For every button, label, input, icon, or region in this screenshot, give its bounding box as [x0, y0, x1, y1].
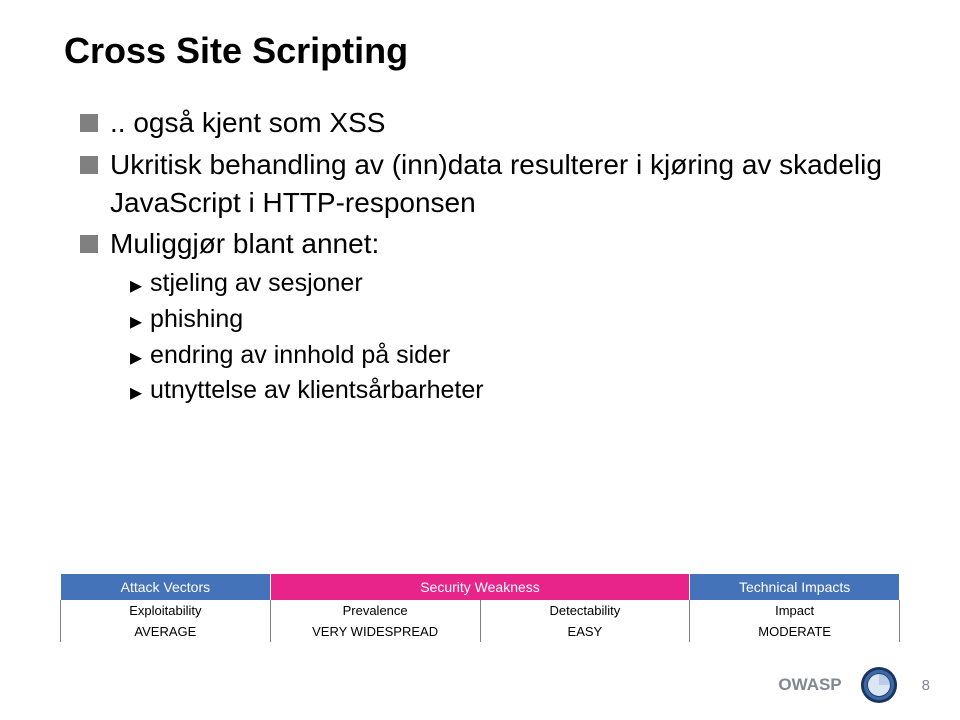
sub-bullet-text: phishing — [150, 303, 243, 337]
table-row: AVERAGE VERY WIDESPREAD EASY MODERATE — [61, 621, 900, 642]
bullet-item: .. også kjent som XSS — [80, 104, 910, 142]
cell-label: Prevalence — [270, 600, 480, 621]
cell-value: MODERATE — [690, 621, 900, 642]
cell-label: Detectability — [480, 600, 690, 621]
cell-value: AVERAGE — [61, 621, 271, 642]
arrow-bullet-icon: ▸ — [130, 378, 142, 407]
sub-bullet-text: endring av innhold på sider — [150, 339, 450, 373]
square-bullet-icon — [80, 156, 98, 174]
bullet-text: Muliggjør blant annet: — [110, 225, 379, 263]
owasp-logo-icon — [860, 666, 898, 704]
bullet-text: .. også kjent som XSS — [110, 104, 385, 142]
footer-brand: OWASP — [778, 675, 841, 695]
sub-bullet-text: utnyttelse av klientsårbarheter — [150, 374, 484, 408]
bullet-item: Muliggjør blant annet: — [80, 225, 910, 263]
bullet-text: Ukritisk behandling av (inn)data resulte… — [110, 146, 910, 222]
sub-bullet-item: ▸ phishing — [130, 303, 910, 337]
square-bullet-icon — [80, 235, 98, 253]
cell-label: Impact — [690, 600, 900, 621]
square-bullet-icon — [80, 114, 98, 132]
header-security-weakness: Security Weakness — [270, 574, 690, 600]
cell-label: Exploitability — [61, 600, 271, 621]
table-row: Exploitability Prevalence Detectability … — [61, 600, 900, 621]
arrow-bullet-icon: ▸ — [130, 343, 142, 372]
sub-bullet-item: ▸ stjeling av sesjoner — [130, 267, 910, 301]
bullet-item: Ukritisk behandling av (inn)data resulte… — [80, 146, 910, 222]
table-header-row: Attack Vectors Security Weakness Technic… — [61, 574, 900, 600]
cell-value: VERY WIDESPREAD — [270, 621, 480, 642]
cell-value: EASY — [480, 621, 690, 642]
sub-bullet-text: stjeling av sesjoner — [150, 267, 363, 301]
header-attack-vectors: Attack Vectors — [61, 574, 271, 600]
slide-title: Cross Site Scripting — [64, 30, 910, 72]
arrow-bullet-icon: ▸ — [130, 307, 142, 336]
arrow-bullet-icon: ▸ — [130, 271, 142, 300]
sub-bullet-item: ▸ utnyttelse av klientsårbarheter — [130, 374, 910, 408]
sub-bullet-item: ▸ endring av innhold på sider — [130, 339, 910, 373]
page-number: 8 — [922, 677, 930, 694]
slide-content: .. også kjent som XSS Ukritisk behandlin… — [64, 104, 910, 408]
slide-footer: OWASP 8 — [778, 666, 930, 704]
risk-table: Attack Vectors Security Weakness Technic… — [60, 574, 900, 642]
header-technical-impacts: Technical Impacts — [690, 574, 900, 600]
